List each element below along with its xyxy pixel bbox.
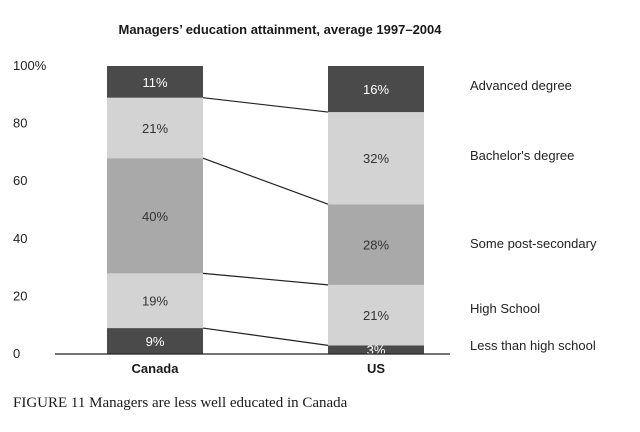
connector-line xyxy=(202,327,329,346)
legend-label: Less than high school xyxy=(470,338,596,353)
data-label: 9% xyxy=(146,334,165,349)
data-label: 40% xyxy=(142,209,168,224)
connector-line xyxy=(202,97,329,113)
legend-label: Advanced degree xyxy=(470,78,572,93)
bar-segment xyxy=(328,284,424,346)
data-label: 16% xyxy=(363,82,389,97)
data-label: 19% xyxy=(142,294,168,309)
y-tick-label: 60 xyxy=(13,173,27,188)
bar-segment xyxy=(107,158,203,274)
y-tick-label: 0 xyxy=(13,346,20,361)
bar-segment xyxy=(107,97,203,159)
connector-line xyxy=(202,157,329,205)
data-label: 11% xyxy=(142,75,167,90)
bar-segment xyxy=(107,66,203,98)
y-tick-label: 100% xyxy=(13,58,47,73)
bar-segment xyxy=(328,66,424,113)
data-label: 32% xyxy=(363,151,389,166)
y-tick-label: 20 xyxy=(13,288,27,303)
chart-title: Managers’ education attainment, average … xyxy=(118,22,442,37)
y-tick-label: 40 xyxy=(13,231,27,246)
bar-segment xyxy=(328,204,424,285)
legend-label: Bachelor's degree xyxy=(470,148,574,163)
legend-label: Some post-secondary xyxy=(470,236,597,251)
legend-label: High School xyxy=(470,301,540,316)
bar-segment xyxy=(107,273,203,329)
x-tick-label: US xyxy=(367,361,385,376)
data-label: 21% xyxy=(363,308,389,323)
figure-caption: FIGURE 11 Managers are less well educate… xyxy=(13,395,348,411)
data-label: 21% xyxy=(142,121,168,136)
bar-segment xyxy=(328,345,424,354)
bar-segment xyxy=(328,112,424,205)
data-label: 28% xyxy=(363,238,389,253)
bar-segment xyxy=(107,328,203,354)
x-tick-label: Canada xyxy=(132,361,180,376)
connector-line xyxy=(202,272,329,286)
y-tick-label: 80 xyxy=(13,116,27,131)
